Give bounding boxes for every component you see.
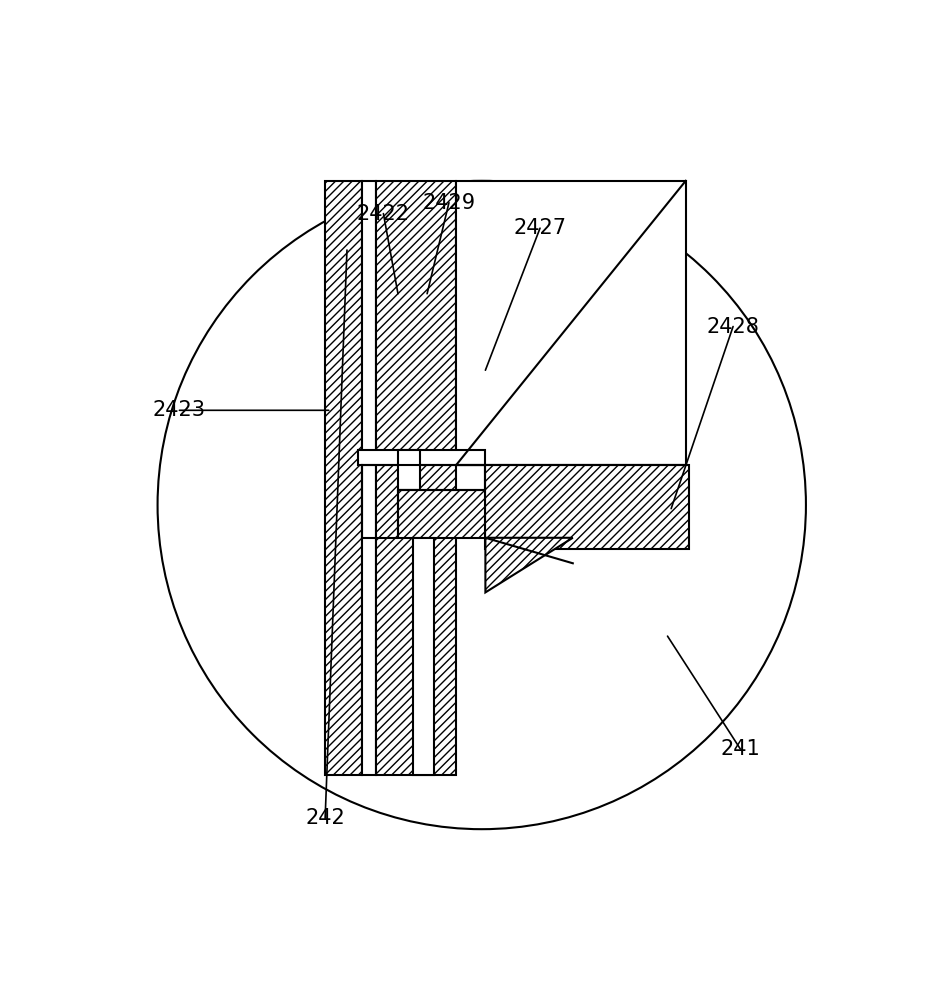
Bar [456,181,686,465]
Bar [413,538,434,775]
Bar [398,490,485,538]
Bar [325,181,362,775]
Bar [362,181,376,775]
Bar [398,450,420,490]
Text: 242: 242 [306,808,345,828]
Text: 241: 241 [720,739,760,759]
Polygon shape [485,538,572,592]
Bar [376,181,456,775]
Text: 2427: 2427 [513,218,567,238]
Text: 2429: 2429 [422,193,476,213]
Text: 2422: 2422 [357,204,410,224]
Text: 2428: 2428 [707,317,760,337]
Bar [485,465,689,549]
Text: 2423: 2423 [153,400,206,420]
Bar [358,450,485,465]
